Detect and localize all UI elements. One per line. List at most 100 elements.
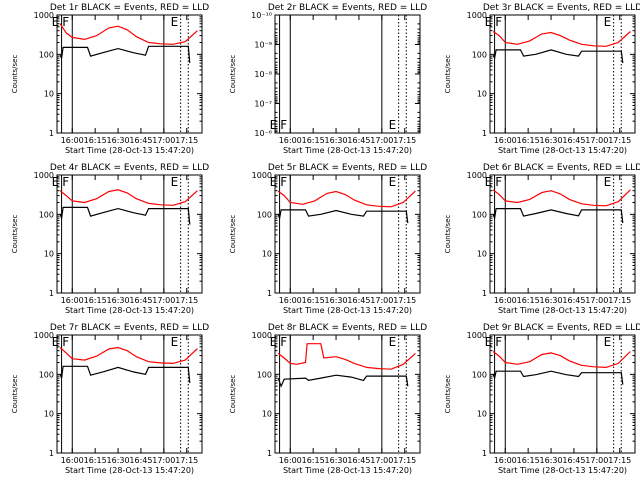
event-marker-label: E: [270, 118, 278, 132]
events-series-line: [492, 370, 624, 385]
detector-panel: Det 3r BLACK = Events, RED = LLD Start Ti…: [444, 3, 640, 155]
event-marker-label: E: [171, 335, 179, 349]
x-axis-label: Start Time (28-Oct-13 15:47:20): [283, 306, 412, 315]
x-tick-label: 17:00: [585, 456, 608, 465]
lld-series-line: [277, 190, 416, 208]
x-tick-label: 17:15: [393, 296, 416, 305]
plot-frame: [489, 334, 636, 454]
y-tick-label: 1000: [34, 171, 54, 180]
detector-panel: Det 2r BLACK = Events, RED = LLD Start Ti…: [229, 3, 427, 155]
y-tick-label: 1000: [252, 331, 272, 340]
y-axis-label: Counts/sec: [11, 215, 19, 254]
panel-title: Det 9r BLACK = Events, RED = LLD: [483, 323, 640, 333]
event-marker-label: F: [495, 15, 502, 29]
detector-panel: Det 6r BLACK = Events, RED = LLD Start Ti…: [444, 163, 640, 315]
x-tick-label: 16:30: [107, 296, 130, 305]
x-tick-label: 16:45: [347, 136, 370, 145]
detector-panel: Det 5r BLACK = Events, RED = LLD Start Ti…: [229, 163, 427, 315]
lld-series-line: [492, 351, 631, 369]
event-marker-label: F: [62, 15, 69, 29]
x-tick-label: 16:15: [84, 456, 107, 465]
panel-title: Det 5r BLACK = Events, RED = LLD: [268, 163, 427, 173]
y-tick-label: 100: [472, 50, 487, 59]
x-tick-label: 17:15: [175, 296, 198, 305]
plot-frame: [274, 174, 421, 294]
panel-title: Det 7r BLACK = Events, RED = LLD: [50, 323, 209, 333]
panel-title: Det 1r BLACK = Events, RED = LLD: [50, 3, 209, 13]
lld-series-line: [492, 189, 631, 207]
event-marker-label: F: [280, 335, 287, 349]
y-tick-label: 100: [257, 370, 272, 379]
y-axis-label: Counts/sec: [11, 55, 19, 94]
event-marker-label: E: [485, 175, 493, 189]
x-tick-label: 16:30: [325, 456, 348, 465]
lld-series-line: [59, 23, 198, 45]
panel-title: Det 8r BLACK = Events, RED = LLD: [268, 323, 427, 333]
y-axis-label: Counts/sec: [444, 375, 452, 414]
x-tick-label: 17:15: [608, 296, 631, 305]
detector-panel: Det 1r BLACK = Events, RED = LLD Start Ti…: [11, 3, 209, 155]
x-axis-label: Start Time (28-Oct-13 15:47:20): [65, 466, 194, 475]
plot-frame: [274, 334, 421, 454]
y-axis-label: Counts/sec: [229, 55, 237, 94]
event-marker-label: E: [389, 118, 397, 132]
y-axis-label: Counts/sec: [444, 55, 452, 94]
y-axis-label: Counts/sec: [229, 215, 237, 254]
y-tick-label: 1: [49, 129, 54, 138]
x-tick-label: 16:15: [84, 296, 107, 305]
detector-panel: Det 8r BLACK = Events, RED = LLD Start Ti…: [229, 323, 427, 475]
event-marker-label: E: [171, 175, 179, 189]
events-series-line: [277, 209, 409, 224]
x-tick-label: 16:30: [325, 296, 348, 305]
x-tick-label: 16:00: [494, 136, 517, 145]
x-tick-label: 17:15: [175, 456, 198, 465]
events-series-line: [492, 208, 624, 224]
x-axis-label: Start Time (28-Oct-13 15:47:20): [283, 146, 412, 155]
x-tick-label: 16:00: [61, 456, 84, 465]
x-tick-label: 17:00: [152, 136, 175, 145]
y-tick-label: 10: [262, 410, 272, 419]
y-tick-label: 10: [44, 90, 54, 99]
x-tick-label: 16:15: [517, 296, 540, 305]
y-tick-label: 1000: [34, 11, 54, 20]
event-marker-label: E: [389, 175, 397, 189]
x-tick-label: 16:30: [325, 136, 348, 145]
event-marker-label: E: [52, 335, 60, 349]
x-tick-label: 17:00: [370, 456, 393, 465]
y-axis-label: Counts/sec: [444, 215, 452, 254]
x-axis-label: Start Time (28-Oct-13 15:47:20): [498, 146, 627, 155]
panel-title: Det 6r BLACK = Events, RED = LLD: [483, 163, 640, 173]
event-marker-label: E: [171, 15, 179, 29]
x-tick-label: 16:15: [302, 296, 325, 305]
x-tick-label: 17:00: [152, 296, 175, 305]
x-axis-label: Start Time (28-Oct-13 15:47:20): [65, 306, 194, 315]
x-tick-label: 16:15: [84, 136, 107, 145]
y-tick-label: 10: [262, 250, 272, 259]
x-tick-label: 16:30: [107, 456, 130, 465]
x-tick-label: 16:45: [347, 296, 370, 305]
event-marker-label: F: [495, 175, 502, 189]
y-tick-label: 100: [39, 50, 54, 59]
y-tick-label: 100: [257, 210, 272, 219]
x-tick-label: 16:45: [562, 456, 585, 465]
event-marker-label: E: [270, 175, 278, 189]
y-tick-label: 1: [49, 449, 54, 458]
x-tick-label: 16:45: [562, 136, 585, 145]
y-tick-label: 1: [267, 289, 272, 298]
y-tick-label: 10⁻⁸: [254, 70, 272, 79]
y-tick-label: 10⁻⁶: [254, 129, 272, 138]
event-marker-label: E: [52, 15, 60, 29]
x-tick-label: 16:00: [279, 456, 302, 465]
y-tick-label: 10: [477, 410, 487, 419]
x-tick-label: 16:30: [107, 136, 130, 145]
x-tick-label: 17:15: [608, 456, 631, 465]
y-tick-label: 10: [44, 250, 54, 259]
y-tick-label: 10⁻⁹: [254, 41, 272, 50]
y-axis-label: Counts/sec: [229, 375, 237, 414]
x-tick-label: 17:00: [370, 296, 393, 305]
x-tick-label: 16:45: [129, 296, 152, 305]
y-tick-label: 1: [49, 289, 54, 298]
events-series-line: [59, 206, 191, 225]
event-marker-label: E: [389, 335, 397, 349]
plot-frame: [56, 14, 203, 134]
